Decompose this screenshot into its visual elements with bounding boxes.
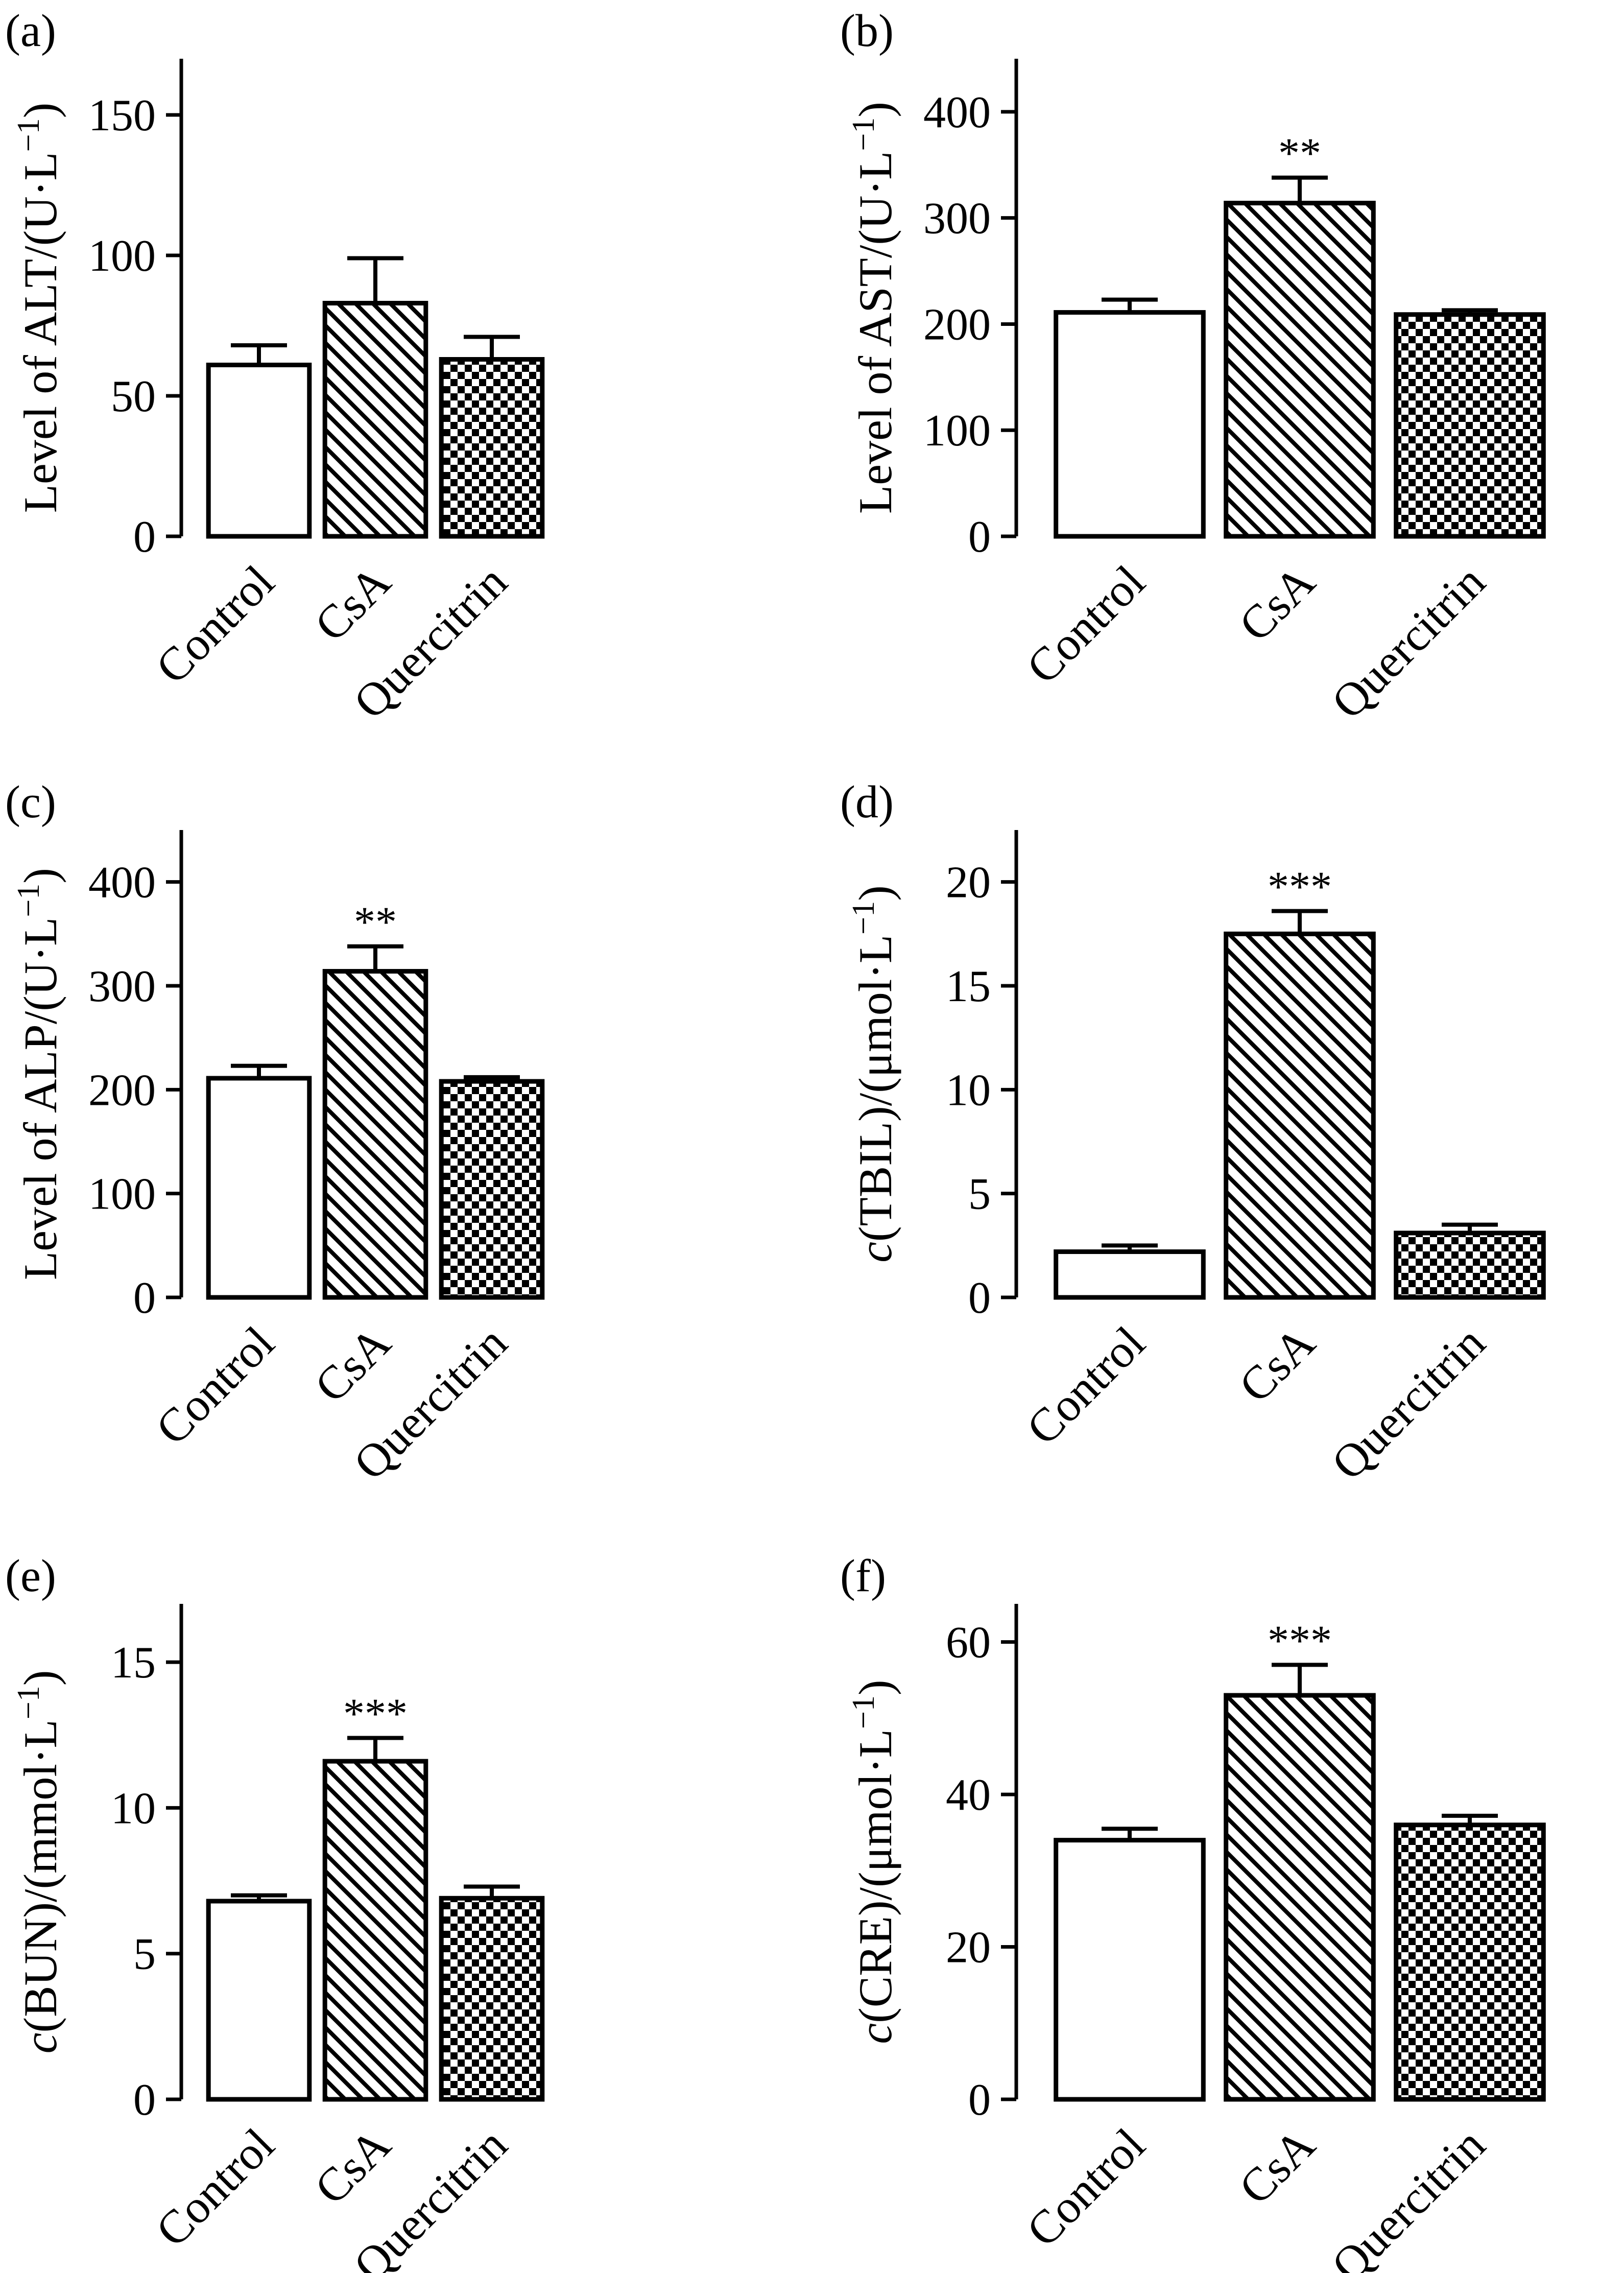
significance-marker: *** bbox=[343, 1690, 408, 1737]
category-label-control: Control bbox=[1016, 2118, 1155, 2257]
chart-panel-b: (b) 0 100 200 300 400 Level of AST/(U·L−1) Cont… bbox=[840, 6, 1546, 728]
y-tick-label: 5 bbox=[968, 1170, 991, 1219]
bar-quercitrin bbox=[439, 1896, 545, 2102]
y-tick-label: 150 bbox=[88, 91, 156, 140]
bar-control bbox=[206, 1076, 312, 1300]
bar-control bbox=[206, 1899, 312, 2102]
y-axis-label: Level of ALP/(U·L−1) bbox=[11, 868, 66, 1280]
panel-label: (c) bbox=[5, 777, 56, 827]
panel-label: (f) bbox=[840, 1551, 886, 1601]
y-tick-label: 100 bbox=[88, 1170, 156, 1219]
y-tick-label: 200 bbox=[88, 1066, 156, 1115]
y-tick-label: 40 bbox=[946, 1770, 991, 1820]
y-tick-label: 15 bbox=[111, 1638, 156, 1688]
significance-marker: *** bbox=[1268, 863, 1332, 911]
y-tick-label: 300 bbox=[88, 962, 156, 1011]
y-axis-label: Level of AST/(U·L−1) bbox=[846, 102, 901, 514]
category-label-csa: CsA bbox=[304, 1316, 400, 1412]
y-axis-label: c(TBIL)/(μmol·L−1) bbox=[846, 885, 901, 1263]
category-label-control: Control bbox=[1016, 555, 1155, 694]
bar-control bbox=[206, 363, 312, 539]
panel-label: (b) bbox=[840, 6, 894, 56]
category-label-quercitrin: Quercitrin bbox=[1322, 2118, 1495, 2273]
chart-panel-f: (f) 0 20 40 60 c(CRE)/(μmol·L−1) Control *** CsA… bbox=[840, 1551, 1546, 2273]
bar-csa bbox=[1224, 931, 1376, 1300]
bar-csa bbox=[322, 969, 428, 1300]
significance-marker: ** bbox=[354, 898, 397, 946]
category-label-csa: CsA bbox=[1229, 1316, 1325, 1412]
bar-csa bbox=[1224, 1693, 1376, 2102]
y-tick-label: 20 bbox=[946, 858, 991, 908]
panel-label: (d) bbox=[840, 777, 894, 827]
y-tick-label: 10 bbox=[946, 1066, 991, 1115]
y-tick-label: 0 bbox=[133, 1273, 156, 1323]
bar-control bbox=[1054, 1249, 1206, 1300]
bar-quercitrin bbox=[1394, 312, 1546, 539]
y-tick-label: 100 bbox=[923, 406, 991, 456]
bar-control bbox=[1054, 1838, 1206, 2102]
chart-panel-c: (c) 0 100 200 300 400 Level of ALP/(U·L−1) Cont… bbox=[5, 777, 545, 1489]
y-tick-label: 20 bbox=[946, 1923, 991, 1973]
category-label-control: Control bbox=[1016, 1316, 1155, 1455]
y-tick-label: 200 bbox=[923, 300, 991, 349]
y-tick-label: 400 bbox=[88, 858, 156, 908]
panel-label: (a) bbox=[5, 6, 56, 56]
bar-control bbox=[1054, 310, 1206, 539]
category-label-quercitrin: Quercitrin bbox=[1322, 1316, 1495, 1489]
y-tick-label: 15 bbox=[946, 962, 991, 1011]
y-tick-label: 0 bbox=[968, 512, 991, 562]
y-tick-label: 100 bbox=[88, 231, 156, 281]
y-tick-label: 0 bbox=[968, 1273, 991, 1323]
significance-marker: ** bbox=[1278, 130, 1321, 177]
chart-panel-a: (a) 0 50 100 150 Level of ALT/(U·L−1) Control C… bbox=[5, 6, 545, 728]
y-tick-label: 60 bbox=[946, 1618, 991, 1668]
bar-csa bbox=[322, 301, 428, 539]
category-label-csa: CsA bbox=[1229, 555, 1325, 651]
category-label-quercitrin: Quercitrin bbox=[1322, 555, 1495, 728]
significance-marker: *** bbox=[1268, 1617, 1332, 1664]
y-tick-label: 50 bbox=[111, 372, 156, 421]
bar-csa bbox=[1224, 201, 1376, 539]
bar-quercitrin bbox=[439, 1079, 545, 1300]
y-axis-label: c(CRE)/(μmol·L−1) bbox=[846, 1679, 901, 2044]
bar-quercitrin bbox=[1394, 1230, 1546, 1300]
y-tick-label: 0 bbox=[968, 2075, 991, 2125]
bar-csa bbox=[322, 1759, 428, 2102]
y-tick-label: 10 bbox=[111, 1784, 156, 1833]
chart-panel-e: (e)051015c(BUN)/(mmol·L−1)Control***CsAQ… bbox=[5, 1551, 545, 2273]
category-label-csa: CsA bbox=[304, 2118, 400, 2214]
y-tick-label: 300 bbox=[923, 194, 991, 244]
y-axis-label: c(BUN)/(mmol·L−1) bbox=[11, 1670, 66, 2054]
category-label-csa: CsA bbox=[304, 555, 400, 651]
bar-quercitrin bbox=[1394, 1822, 1546, 2102]
y-tick-label: 0 bbox=[133, 2075, 156, 2125]
chart-panel-d: (d) 0 5 10 15 20 c(TBIL)/(μmol·L−1) Control *** C… bbox=[840, 777, 1546, 1489]
category-label-csa: CsA bbox=[1229, 2118, 1325, 2214]
y-tick-label: 400 bbox=[923, 88, 991, 137]
panel-label: (e) bbox=[5, 1551, 56, 1601]
y-tick-label: 0 bbox=[133, 512, 156, 562]
y-tick-label: 5 bbox=[133, 1930, 156, 1979]
category-label-control: Control bbox=[146, 2118, 284, 2257]
category-label-control: Control bbox=[146, 555, 284, 694]
y-axis-label: Level of ALT/(U·L−1) bbox=[11, 103, 66, 513]
category-label-control: Control bbox=[146, 1316, 284, 1455]
bar-quercitrin bbox=[439, 357, 545, 539]
